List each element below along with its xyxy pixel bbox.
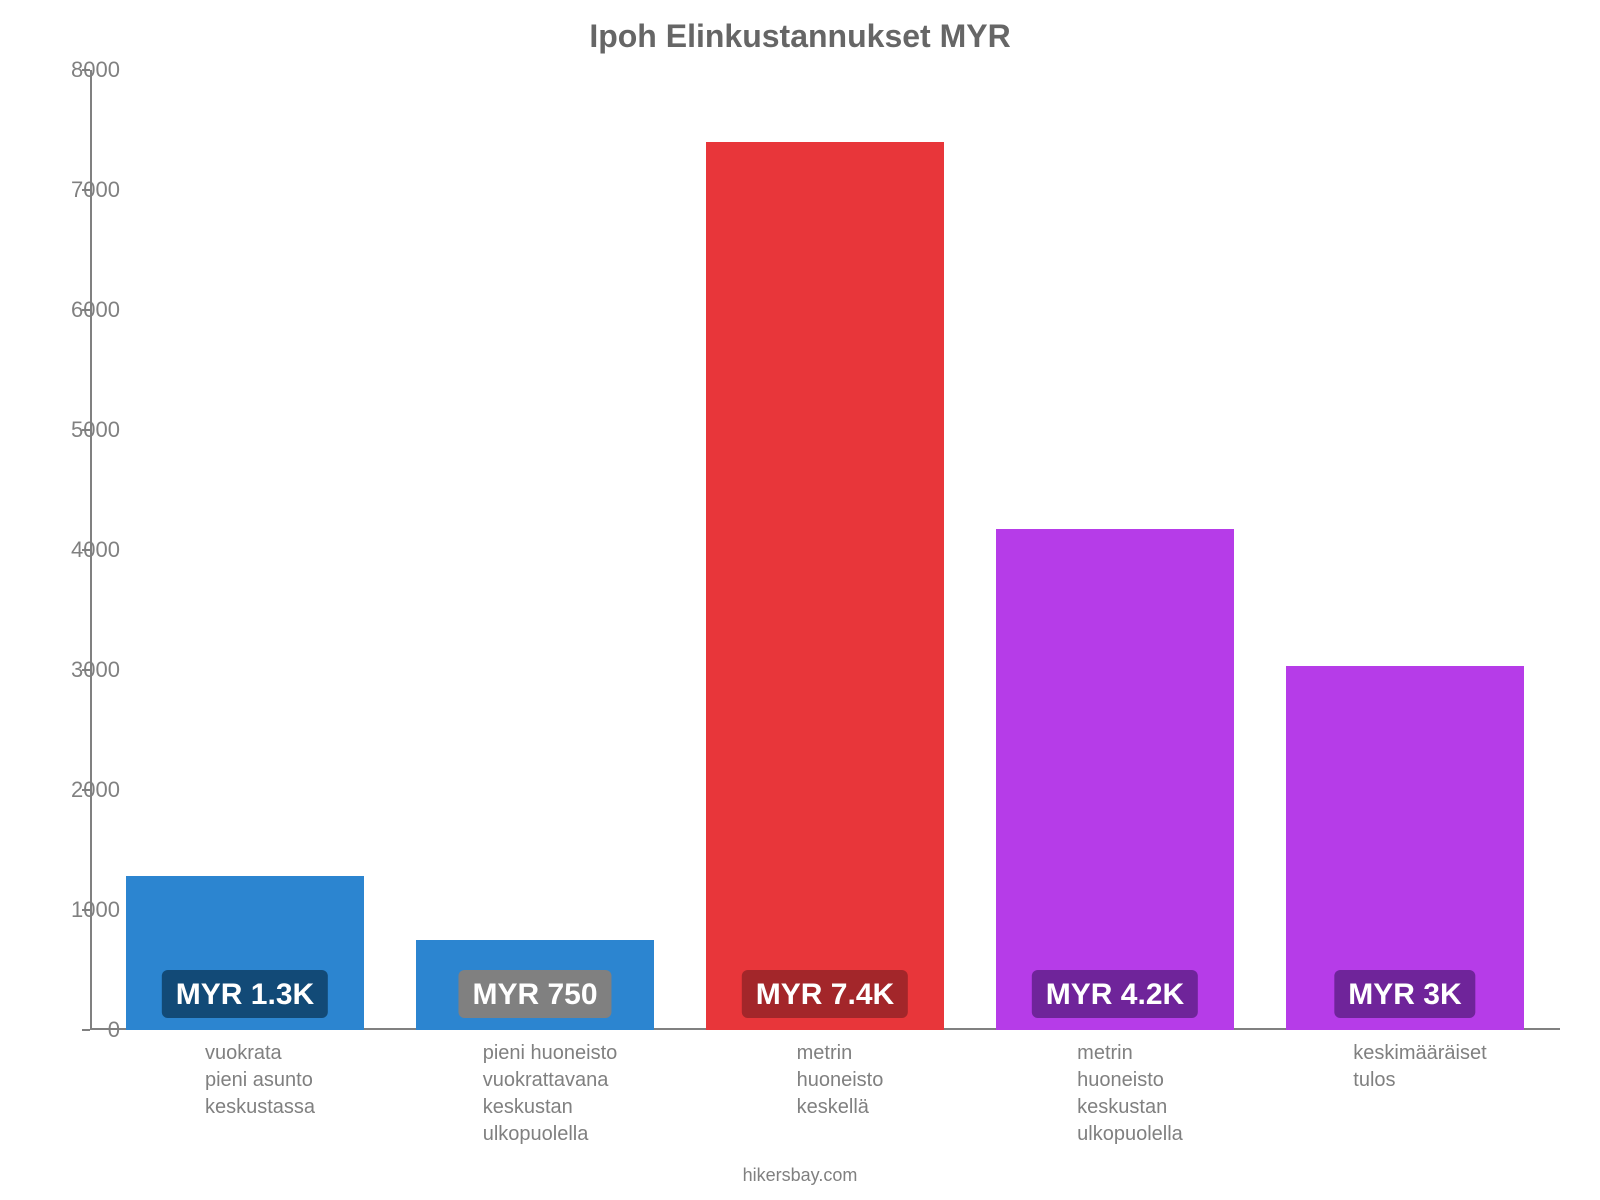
bar-slot: MYR 3K bbox=[1260, 70, 1550, 1030]
y-tick-label: 1000 bbox=[20, 897, 120, 923]
bar-slot: MYR 4.2K bbox=[970, 70, 1260, 1030]
y-tick-label: 8000 bbox=[20, 57, 120, 83]
bar: MYR 3K bbox=[1286, 666, 1524, 1030]
value-badge: MYR 1.3K bbox=[162, 970, 328, 1018]
credit-text: hikersbay.com bbox=[0, 1165, 1600, 1186]
x-axis-label: keskimääräiset tulos bbox=[1323, 1040, 1486, 1148]
y-tick-label: 2000 bbox=[20, 777, 120, 803]
chart-container: Ipoh Elinkustannukset MYR MYR 1.3K MYR 75… bbox=[0, 0, 1600, 1200]
x-axis-label: metrin huoneisto keskustan ulkopuolella bbox=[1047, 1040, 1183, 1148]
bar: MYR 1.3K bbox=[126, 876, 364, 1030]
y-tick-label: 7000 bbox=[20, 177, 120, 203]
x-label-slot: keskimääräiset tulos bbox=[1260, 1040, 1550, 1148]
bar-slot: MYR 7.4K bbox=[680, 70, 970, 1030]
chart-title: Ipoh Elinkustannukset MYR bbox=[0, 18, 1600, 55]
bars-group: MYR 1.3K MYR 750 MYR 7.4K MYR 4.2K MYR 3K bbox=[90, 70, 1560, 1030]
y-tick-label: 6000 bbox=[20, 297, 120, 323]
value-badge: MYR 7.4K bbox=[742, 970, 908, 1018]
x-axis-label: vuokrata pieni asunto keskustassa bbox=[175, 1040, 315, 1148]
bar: MYR 7.4K bbox=[706, 142, 944, 1030]
x-axis-label: pieni huoneisto vuokrattavana keskustan … bbox=[453, 1040, 618, 1148]
x-axis-label: metrin huoneisto keskellä bbox=[767, 1040, 884, 1148]
x-label-slot: pieni huoneisto vuokrattavana keskustan … bbox=[390, 1040, 680, 1148]
bar: MYR 750 bbox=[416, 940, 654, 1030]
y-tick-label: 4000 bbox=[20, 537, 120, 563]
bar-slot: MYR 1.3K bbox=[100, 70, 390, 1030]
y-tick-label: 5000 bbox=[20, 417, 120, 443]
value-badge: MYR 750 bbox=[458, 970, 611, 1018]
x-axis-labels: vuokrata pieni asunto keskustassa pieni h… bbox=[90, 1040, 1560, 1148]
bar-slot: MYR 750 bbox=[390, 70, 680, 1030]
value-badge: MYR 3K bbox=[1334, 970, 1475, 1018]
x-label-slot: metrin huoneisto keskustan ulkopuolella bbox=[970, 1040, 1260, 1148]
x-label-slot: vuokrata pieni asunto keskustassa bbox=[100, 1040, 390, 1148]
y-tick-label: 3000 bbox=[20, 657, 120, 683]
plot-area: MYR 1.3K MYR 750 MYR 7.4K MYR 4.2K MYR 3K bbox=[90, 70, 1560, 1030]
value-badge: MYR 4.2K bbox=[1032, 970, 1198, 1018]
x-label-slot: metrin huoneisto keskellä bbox=[680, 1040, 970, 1148]
bar: MYR 4.2K bbox=[996, 529, 1234, 1030]
